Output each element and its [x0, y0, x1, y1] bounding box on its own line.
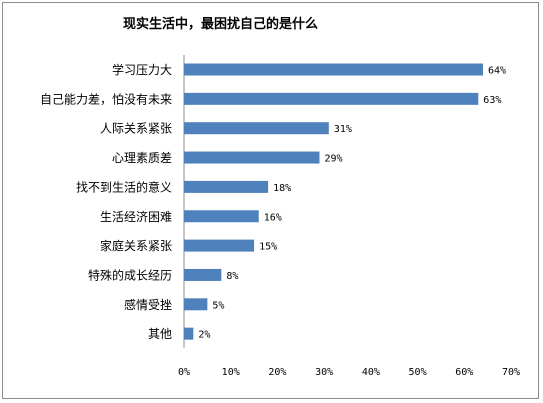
- data-label: 15%: [259, 242, 277, 253]
- bar: [184, 239, 255, 252]
- data-label: 31%: [334, 124, 352, 135]
- x-tick-label: 10%: [222, 367, 240, 378]
- category-label: 特殊的成长经历: [88, 267, 172, 282]
- bar: [184, 92, 479, 105]
- bar: [184, 327, 194, 340]
- bar: [184, 210, 259, 223]
- bar: [184, 63, 483, 76]
- data-label: 8%: [226, 271, 238, 282]
- bar: [184, 151, 320, 164]
- category-label: 心理素质差: [112, 151, 172, 165]
- data-label: 64%: [488, 66, 506, 77]
- bars-group: 学习压力大 64% 自己能力差，怕没有未来 63% 人际关系紧张 31% 心理素质差 29% 找…: [40, 55, 520, 378]
- bar: [184, 122, 329, 135]
- category-label: 感情受挫: [124, 297, 172, 312]
- data-label: 5%: [212, 300, 224, 311]
- x-tick-label: 30%: [315, 367, 333, 378]
- category-label: 自己能力差，怕没有未来: [40, 91, 172, 106]
- chart-title: 现实生活中，最困扰自己的是什么: [123, 17, 319, 32]
- x-tick-label: 40%: [362, 367, 380, 378]
- x-tick-label: 20%: [268, 367, 286, 378]
- category-label: 家庭关系紧张: [100, 238, 172, 253]
- x-tick-label: 0%: [178, 367, 190, 378]
- x-tick-label: 60%: [455, 367, 473, 378]
- bar: [184, 268, 222, 281]
- bar: [184, 298, 208, 311]
- data-label: 2%: [198, 330, 210, 341]
- x-tick-label: 50%: [409, 367, 427, 378]
- category-label: 学习压力大: [112, 62, 172, 77]
- category-label: 人际关系紧张: [100, 122, 172, 136]
- category-label: 找不到生活的意义: [76, 179, 172, 194]
- bar: [184, 180, 269, 193]
- x-tick-label: 70%: [502, 367, 520, 378]
- data-label: 18%: [273, 183, 291, 194]
- data-label: 63%: [483, 95, 501, 106]
- category-label: 其他: [148, 327, 172, 341]
- data-label: 29%: [324, 154, 342, 165]
- category-label: 生活经济困难: [100, 209, 172, 224]
- data-label: 16%: [264, 212, 282, 223]
